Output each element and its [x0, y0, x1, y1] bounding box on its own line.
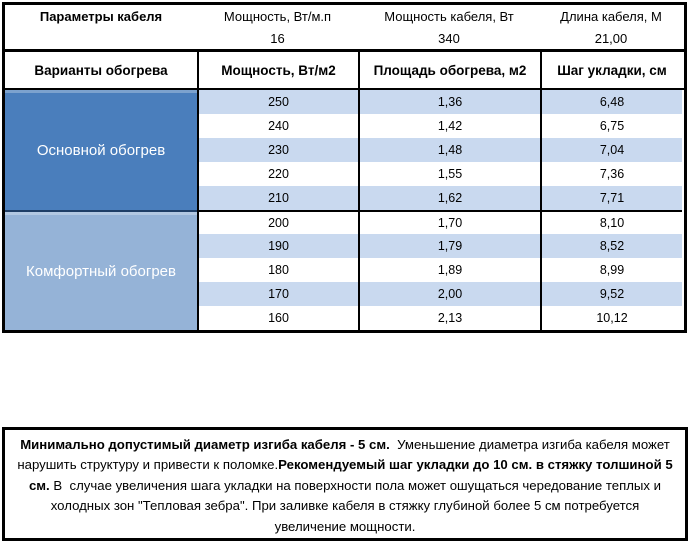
table-cell: 210 [197, 186, 358, 210]
params-col-label-cable-power: Мощность кабеля, Вт [384, 9, 514, 24]
table-cell: 170 [197, 282, 358, 306]
params-col-label-power-per-m: Мощность, Вт/м.п [223, 9, 332, 24]
table-data-area: Основной обогрев Комфортный обогрев 250 … [5, 90, 684, 330]
header-power-per-m2: Мощность, Вт/м2 [197, 52, 358, 88]
note-bold-min-diameter: Минимально допустимый диаметр изгиба каб… [20, 437, 390, 452]
note-box: Минимально допустимый диаметр изгиба каб… [2, 427, 688, 541]
header-heating-variants: Варианты обогрева [34, 62, 168, 78]
table-cell: 8,99 [540, 258, 682, 282]
table-cell: 250 [197, 90, 358, 114]
table-cell: 7,36 [540, 162, 682, 186]
params-value-cable-length: 21,00 [594, 31, 628, 46]
table-cell: 230 [197, 138, 358, 162]
table-cell: 10,12 [540, 306, 682, 330]
table-cell: 9,52 [540, 282, 682, 306]
table-cell: 240 [197, 114, 358, 138]
params-value-power-per-m: 16 [270, 31, 285, 46]
params-title: Параметры кабеля [39, 9, 163, 24]
note-text-zebra: В случае увеличения шага укладки на пове… [49, 477, 665, 534]
header-laying-step: Шаг укладки, см [540, 52, 682, 88]
section-label-comfort-heating: Комфортный обогрев [5, 210, 197, 330]
table-cell: 200 [197, 210, 358, 234]
header-heating-area: Площадь обогрева, м2 [358, 52, 540, 88]
table-cell: 2,00 [358, 282, 540, 306]
table-cell: 220 [197, 162, 358, 186]
params-empty-cell [5, 28, 197, 49]
table-cell: 1,48 [358, 138, 540, 162]
category-column: Основной обогрев Комфортный обогрев [5, 90, 197, 330]
table-cell: 8,52 [540, 234, 682, 258]
table-cell: 180 [197, 258, 358, 282]
table-cell: 6,75 [540, 114, 682, 138]
note-bold-recommended-step: Рекомендуемый шаг укладки до 10 см. в ст… [28, 457, 677, 493]
table-cell: 1,55 [358, 162, 540, 186]
table-cell: 6,48 [540, 90, 682, 114]
table-cell: 1,79 [358, 234, 540, 258]
table-header-row: Варианты обогрева Мощность, Вт/м2 Площад… [5, 52, 684, 90]
table-cell: 1,36 [358, 90, 540, 114]
table-cell: 8,10 [540, 210, 682, 234]
table-cell: 1,89 [358, 258, 540, 282]
table-cell: 190 [197, 234, 358, 258]
params-block: Параметры кабеля Мощность, Вт/м.п Мощнос… [5, 5, 684, 52]
table-cell: 2,13 [358, 306, 540, 330]
cable-table: Параметры кабеля Мощность, Вт/м.п Мощнос… [2, 2, 687, 333]
table-cell: 7,71 [540, 186, 682, 210]
data-grid: 250 1,36 6,48 240 1,42 6,75 230 1,48 7,0… [197, 90, 682, 330]
note-text-structure: Уменьшение диаметра изгиба кабеля может … [17, 437, 674, 473]
params-value-cable-power: 340 [438, 31, 460, 46]
section-label-main-heating: Основной обогрев [5, 90, 197, 210]
table-cell: 160 [197, 306, 358, 330]
table-cell: 7,04 [540, 138, 682, 162]
table-cell: 1,42 [358, 114, 540, 138]
table-cell: 1,62 [358, 186, 540, 210]
params-col-label-cable-length: Длина кабеля, М [560, 9, 662, 24]
table-cell: 1,70 [358, 210, 540, 234]
